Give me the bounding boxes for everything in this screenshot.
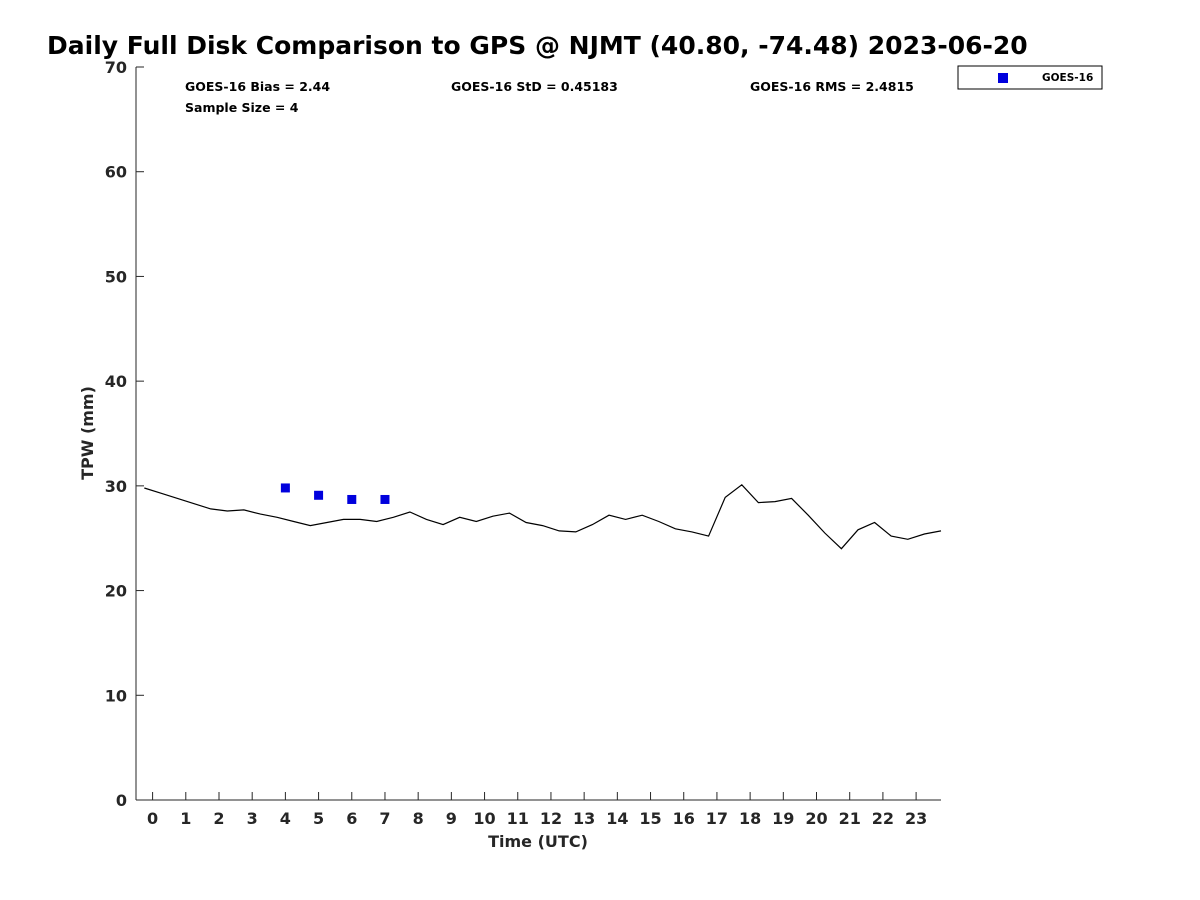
y-tick-label: 70 <box>105 58 127 77</box>
x-tick-label: 5 <box>313 809 324 828</box>
goes16-point <box>347 494 357 504</box>
x-tick-label: 19 <box>772 809 794 828</box>
goes16-point <box>280 483 290 493</box>
std-stat: GOES-16 StD = 0.45183 <box>451 79 618 94</box>
x-tick-label: 16 <box>673 809 695 828</box>
rms-stat: GOES-16 RMS = 2.4815 <box>750 79 914 94</box>
goes16-points-layer <box>280 483 390 504</box>
x-tick-label: 22 <box>872 809 894 828</box>
y-tick-label: 20 <box>105 582 127 601</box>
chart-title: Daily Full Disk Comparison to GPS @ NJMT… <box>47 31 1028 60</box>
y-tick-label: 50 <box>105 267 127 286</box>
x-tick-label: 21 <box>839 809 861 828</box>
legend-marker-goes16 <box>998 73 1008 83</box>
y-tick-label: 60 <box>105 163 127 182</box>
x-tick-label: 14 <box>606 809 628 828</box>
x-tick-label: 23 <box>905 809 927 828</box>
x-tick-label: 20 <box>805 809 827 828</box>
y-axis-label: TPW (mm) <box>78 386 97 480</box>
x-tick-label: 8 <box>413 809 424 828</box>
gps-tpw-line <box>144 483 942 550</box>
goes16-point <box>380 494 390 504</box>
x-tick-label: 10 <box>473 809 495 828</box>
x-tick-label: 15 <box>639 809 661 828</box>
y-tick-label: 0 <box>116 791 127 810</box>
x-tick-label: 1 <box>180 809 191 828</box>
x-tick-label: 6 <box>346 809 357 828</box>
x-tick-label: 17 <box>706 809 728 828</box>
legend-label-goes16: GOES-16 <box>1042 72 1093 84</box>
x-axis-label: Time (UTC) <box>488 832 588 851</box>
x-tick-label: 2 <box>213 809 224 828</box>
y-tick-label: 30 <box>105 477 127 496</box>
x-tick-label: 11 <box>507 809 529 828</box>
x-tick-label: 13 <box>573 809 595 828</box>
legend: GOES-16 <box>957 65 1103 90</box>
sample-size-stat: Sample Size = 4 <box>185 100 299 115</box>
y-tick-label: 40 <box>105 372 127 391</box>
gps-line-layer <box>144 483 942 550</box>
x-tick-label: 7 <box>379 809 390 828</box>
x-tick-label: 18 <box>739 809 761 828</box>
goes16-point <box>314 490 324 500</box>
bias-stat: GOES-16 Bias = 2.44 <box>185 79 330 94</box>
x-tick-label: 9 <box>446 809 457 828</box>
legend-box <box>957 65 1103 90</box>
x-tick-label: 0 <box>147 809 158 828</box>
y-tick-label: 10 <box>105 686 127 705</box>
x-tick-label: 12 <box>540 809 562 828</box>
x-tick-label: 3 <box>247 809 258 828</box>
x-tick-label: 4 <box>280 809 291 828</box>
